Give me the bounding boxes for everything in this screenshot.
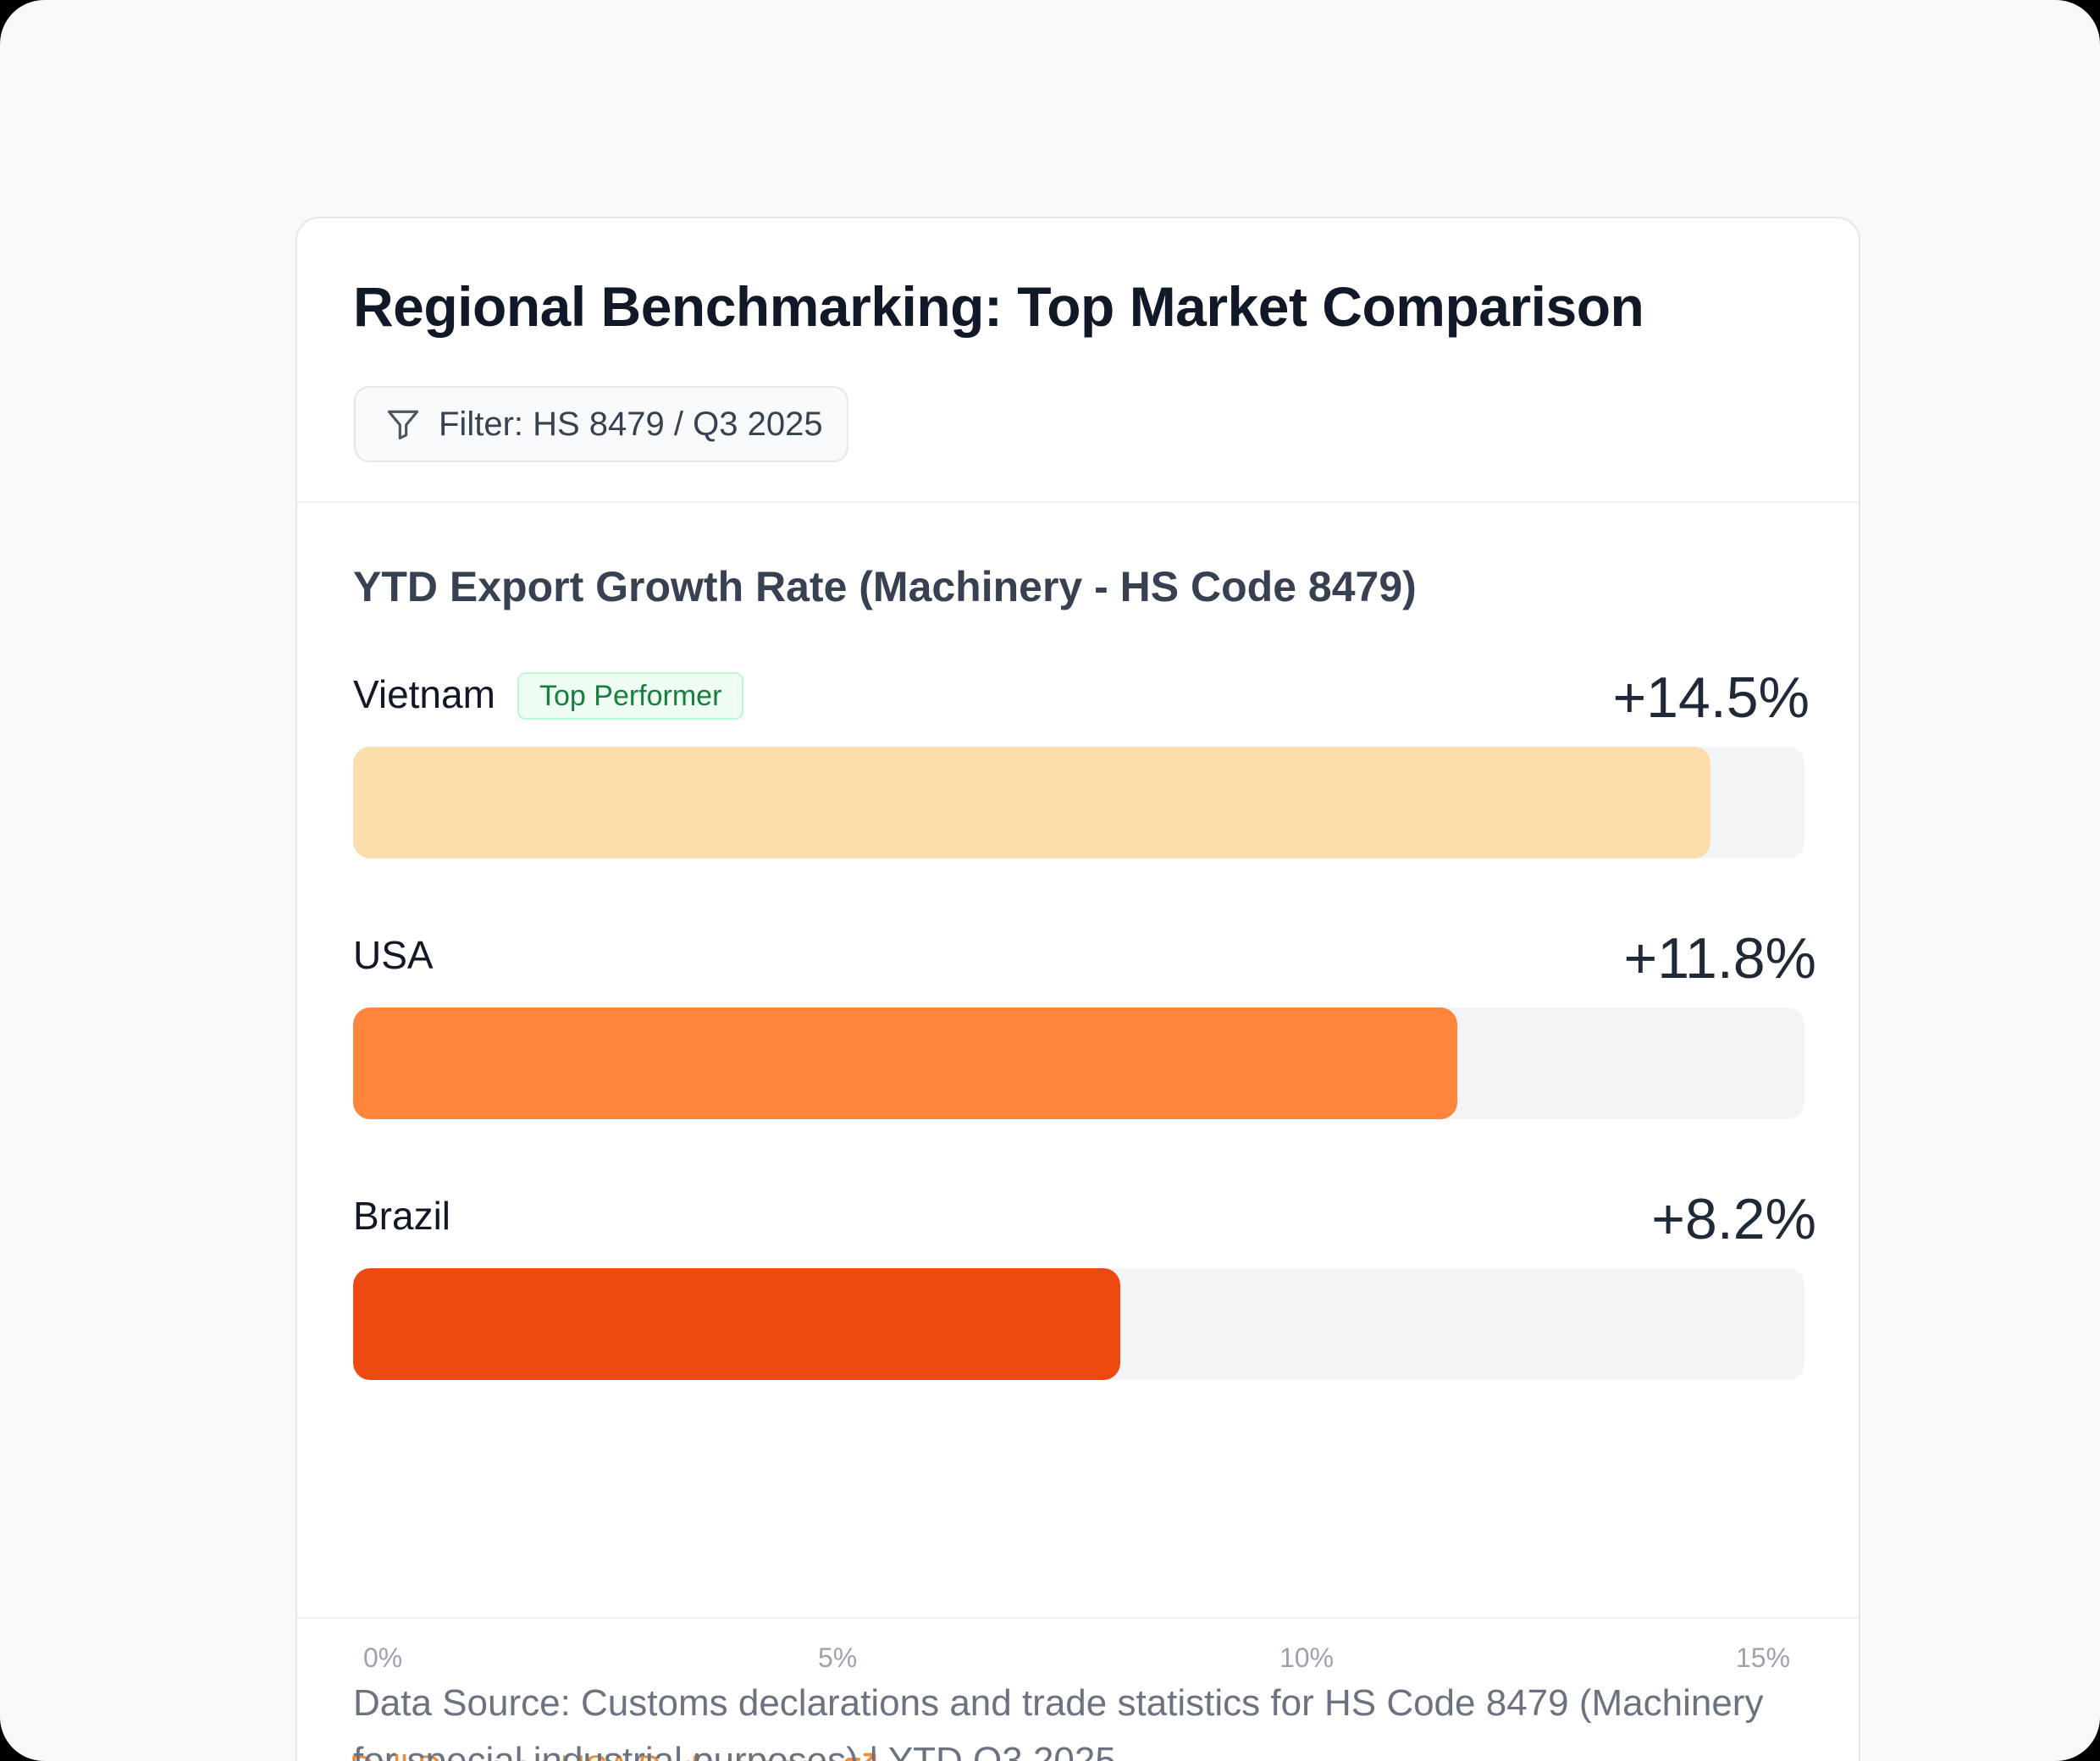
x-tick-label: 5%: [818, 1642, 858, 1673]
external-link-icon: [844, 1753, 876, 1761]
x-tick-label: 15%: [1736, 1642, 1791, 1673]
filter-label: Filter: HS 8479 / Q3 2025: [439, 405, 823, 443]
x-axis: 0% 5% 10% 15%: [353, 1642, 1804, 1685]
bar-value-label: +14.5%: [1612, 665, 1810, 730]
drill-down-link[interactable]: Drill Down on USA Performance: [350, 1749, 879, 1761]
page-title: Regional Benchmarking: Top Market Compar…: [353, 275, 1644, 338]
bar-category-label: Vietnam: [353, 672, 495, 716]
filter-chip[interactable]: Filter: HS 8479 / Q3 2025: [354, 386, 848, 462]
funnel-icon: [387, 410, 419, 440]
bar-value-label: +11.8%: [1623, 926, 1816, 991]
bar-fill: [353, 747, 1710, 858]
top-performer-badge: Top Performer: [517, 672, 744, 720]
bar-fill: [353, 1007, 1458, 1119]
drill-down-label: Drill Down on USA Performance: [350, 1749, 832, 1761]
footer-divider: [297, 1617, 1859, 1619]
data-source-note: Data Source: Customs declarations and tr…: [353, 1682, 1764, 1761]
bar-track: [353, 747, 1804, 858]
bar-value-label: +8.2%: [1651, 1187, 1816, 1251]
bar-category-label: Brazil: [353, 1194, 451, 1238]
bar-row: Vietnam Top Performer +14.5%: [353, 665, 1810, 870]
bar-row: Brazil +8.2%: [353, 1187, 1816, 1392]
x-tick-label: 10%: [1279, 1642, 1335, 1673]
benchmark-card: Regional Benchmarking: Top Market Compar…: [296, 217, 1860, 1761]
x-tick-label: 0%: [363, 1642, 403, 1673]
bar-fill: [353, 1268, 1121, 1380]
card-header: Regional Benchmarking: Top Market Compar…: [297, 218, 1859, 503]
bar-row: USA +11.8%: [353, 926, 1816, 1131]
chart-title: YTD Export Growth Rate (Machinery - HS C…: [353, 563, 1417, 610]
bar-track: [353, 1007, 1804, 1119]
bar-category-label: USA: [353, 933, 434, 977]
bar-track: [353, 1268, 1804, 1380]
